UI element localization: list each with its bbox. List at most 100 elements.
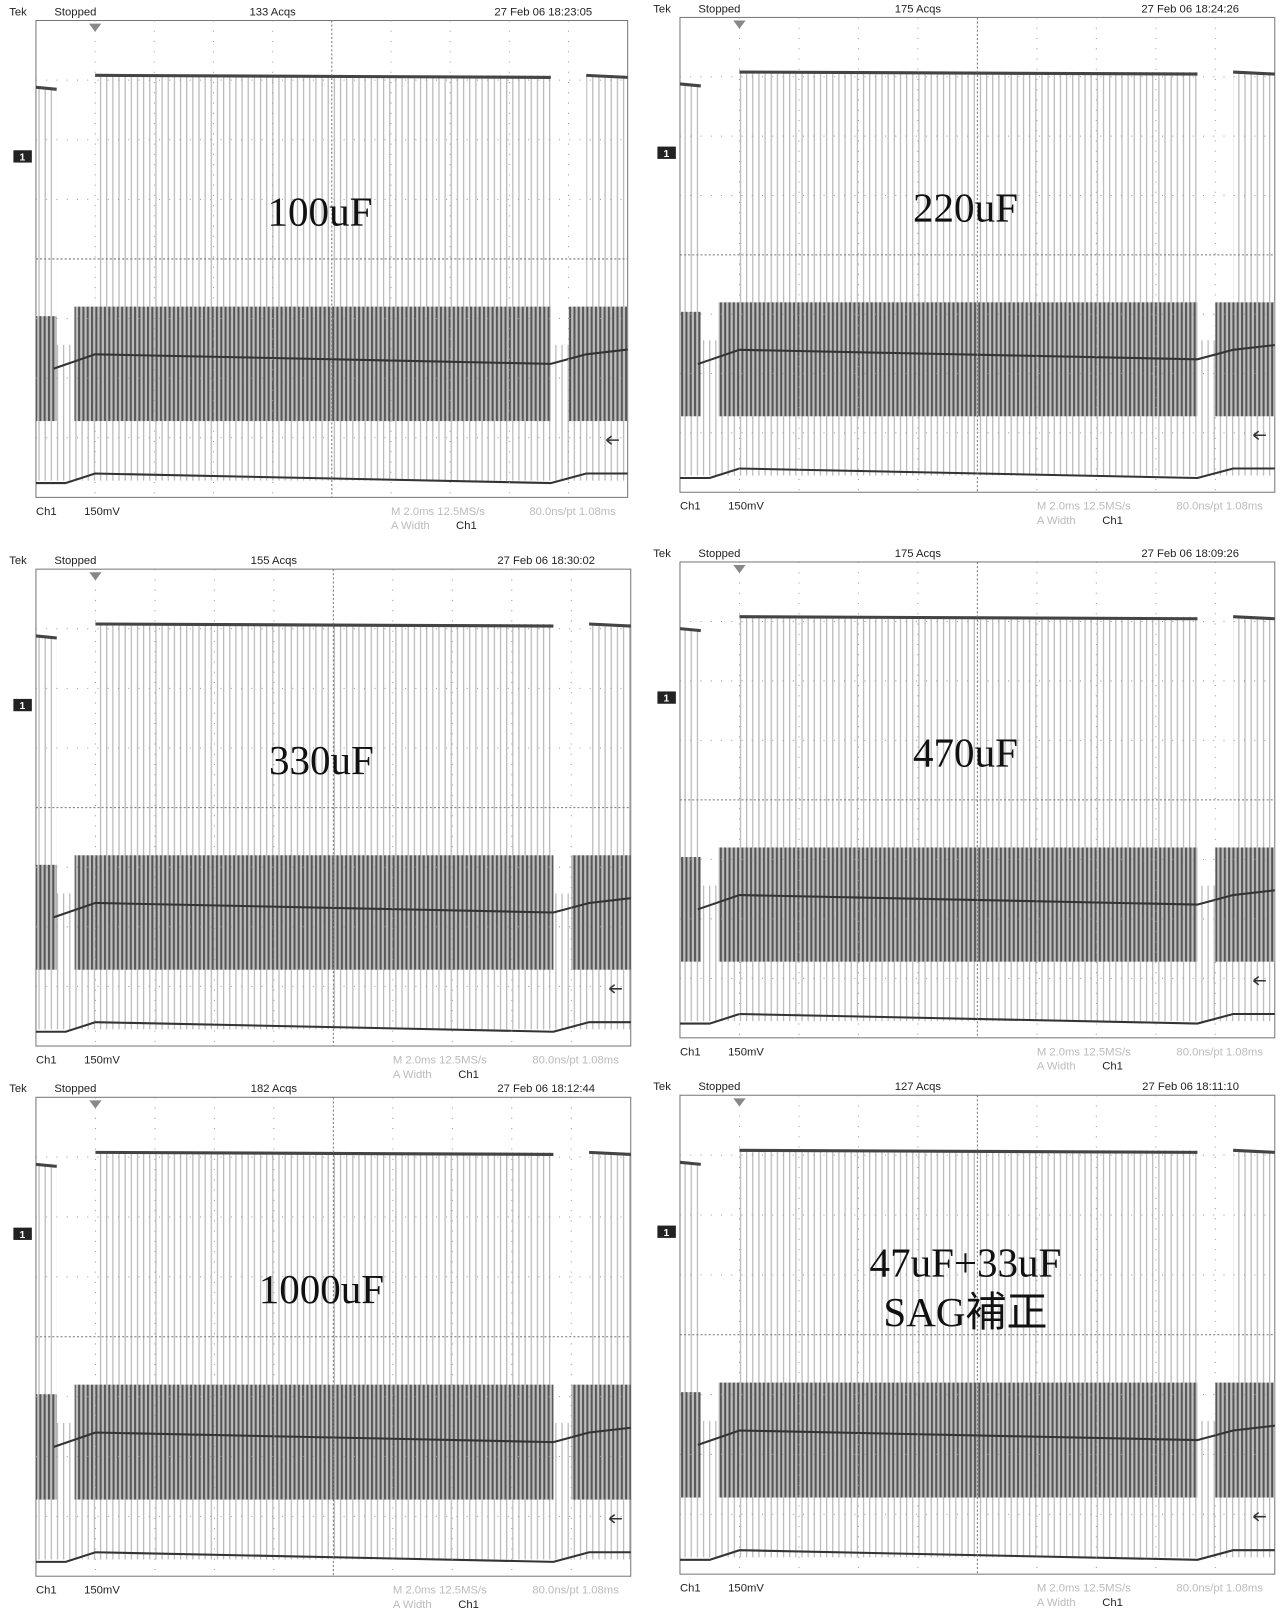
measure-channel: Ch1 (458, 1069, 479, 1081)
scope-grid-page: 1 Tek Stopped 133 Acqs 27 Feb 06 18:23:05 100… (0, 0, 1282, 1608)
dark-band (719, 302, 1198, 416)
brand: Tek (9, 6, 27, 18)
channel-marker: 1 (664, 149, 670, 160)
dark-band (36, 1394, 57, 1499)
scope-panel: 1TekStopped155 Acqs27 Feb 06 18:30:02330… (9, 555, 630, 1081)
measure: A Width (1037, 515, 1076, 527)
timestamp: 27 Feb 06 18:24:26 (1141, 3, 1239, 15)
timebase: M 2.0ms 12.5MS/s (393, 1054, 487, 1066)
brand: Tek (9, 555, 27, 567)
capacitor-label: 330uF (269, 737, 374, 783)
measure-channel: Ch1 (458, 1599, 479, 1608)
channel-marker: 1 (20, 1230, 26, 1241)
status: Stopped (54, 6, 96, 18)
sample-rate: 80.0ns/pt 1.08ms (529, 506, 616, 518)
top-level (589, 1152, 631, 1154)
top-level (95, 624, 553, 626)
measure-channel: Ch1 (456, 520, 477, 532)
measure-channel: Ch1 (1102, 515, 1123, 527)
measure: A Width (393, 1599, 432, 1608)
top-level (680, 84, 701, 86)
scope-panel: 1 Tek Stopped 175 Acqs 27 Feb 06 18:09:26 470… (653, 548, 1274, 1073)
capacitor-label: SAG補正 (883, 1289, 1047, 1335)
channel: Ch1 (680, 501, 701, 513)
top-level (36, 1164, 57, 1166)
dark-band (680, 312, 701, 416)
measure: A Width (1037, 1597, 1076, 1608)
top-level (1233, 1150, 1275, 1152)
dark-band (1215, 1383, 1274, 1498)
channel-marker: 1 (664, 1228, 670, 1239)
acquisitions: 175 Acqs (895, 548, 942, 560)
capacitor-label: 470uF (913, 730, 1018, 776)
dark-band (680, 1392, 701, 1497)
status: Stopped (698, 1081, 740, 1093)
timebase: M 2.0ms 12.5MS/s (1037, 501, 1131, 513)
volts-per-div: 150mV (728, 1046, 764, 1058)
sample-rate: 80.0ns/pt 1.08ms (532, 1585, 619, 1597)
sample-rate: 80.0ns/pt 1.08ms (1176, 501, 1263, 513)
dark-band (75, 855, 554, 969)
scope-panel: 1 Tek Stopped 133 Acqs 27 Feb 06 18:23:05 100… (9, 6, 627, 532)
channel-marker: 1 (20, 153, 26, 164)
acquisitions: 133 Acqs (249, 6, 296, 18)
pulse-block (680, 84, 701, 476)
measure: A Width (393, 1069, 432, 1081)
pulse-block (680, 1162, 701, 1557)
volts-per-div: 150mV (728, 1583, 764, 1595)
dark-band (36, 316, 57, 421)
timestamp: 27 Feb 06 18:09:26 (1141, 548, 1239, 560)
channel: Ch1 (680, 1046, 701, 1058)
acquisitions: 127 Acqs (895, 1081, 942, 1093)
top-level (95, 1152, 553, 1154)
sample-rate: 80.0ns/pt 1.08ms (532, 1054, 619, 1066)
dark-band (680, 857, 701, 962)
dark-band (74, 307, 550, 421)
timestamp: 27 Feb 06 18:11:10 (1142, 1081, 1239, 1093)
acquisitions: 155 Acqs (251, 555, 298, 567)
status: Stopped (698, 3, 740, 15)
volts-per-div: 150mV (728, 501, 764, 513)
channel: Ch1 (36, 1585, 57, 1597)
capacitor-label: 220uF (913, 185, 1018, 231)
brand: Tek (653, 548, 671, 560)
pulse-block (36, 87, 57, 480)
timebase: M 2.0ms 12.5MS/s (391, 506, 485, 518)
measure-channel: Ch1 (1102, 1597, 1123, 1608)
channel: Ch1 (36, 506, 57, 518)
volts-per-div: 150mV (84, 1054, 120, 1066)
top-level (739, 72, 1197, 74)
measure: A Width (1037, 1061, 1076, 1073)
timebase: M 2.0ms 12.5MS/s (393, 1585, 487, 1597)
volts-per-div: 150mV (84, 1585, 120, 1597)
capacitor-label: 100uF (268, 189, 373, 235)
timestamp: 27 Feb 06 18:23:05 (494, 6, 592, 18)
status: Stopped (54, 1083, 96, 1095)
dark-band (75, 1385, 554, 1500)
channel: Ch1 (36, 1054, 57, 1066)
top-level (95, 75, 551, 77)
top-level (680, 1162, 701, 1164)
dark-band (1215, 302, 1274, 416)
status: Stopped (698, 548, 740, 560)
channel-marker: 1 (20, 701, 26, 712)
pulse-block (36, 636, 57, 1029)
brand: Tek (9, 1083, 27, 1095)
sample-rate: 80.0ns/pt 1.08ms (1176, 1583, 1263, 1595)
channel-marker: 1 (664, 694, 670, 705)
pulse-block (680, 629, 701, 1022)
dark-band (571, 855, 630, 969)
brand: Tek (653, 3, 671, 15)
dark-band (719, 1383, 1198, 1498)
channel: Ch1 (680, 1583, 701, 1595)
top-level (36, 636, 57, 638)
timebase: M 2.0ms 12.5MS/s (1037, 1046, 1131, 1058)
timebase: M 2.0ms 12.5MS/s (1037, 1583, 1131, 1595)
dark-band (1215, 847, 1274, 961)
measure: A Width (391, 520, 430, 532)
top-level (589, 624, 631, 626)
acquisitions: 182 Acqs (251, 1083, 298, 1095)
scope-panel: 1TekStopped127 Acqs27 Feb 06 18:11:1047u… (653, 1081, 1274, 1608)
